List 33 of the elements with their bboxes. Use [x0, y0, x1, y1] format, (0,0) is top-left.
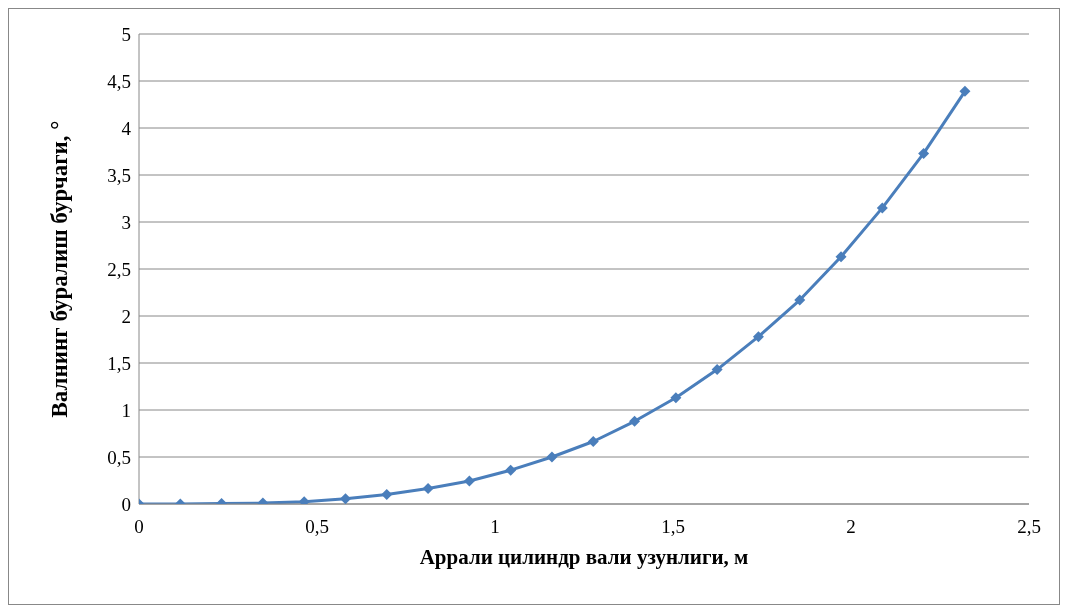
y-tick-label: 3: [121, 211, 131, 233]
point: [711, 364, 723, 376]
point: [587, 435, 599, 447]
point: [505, 464, 517, 476]
point: [463, 475, 475, 487]
point: [835, 251, 847, 263]
y-tick-label: 0: [121, 493, 131, 515]
point: [381, 489, 393, 501]
point: [752, 331, 764, 343]
y-axis-title: Валнинг буралиш бурчаги, °: [47, 120, 73, 418]
point: [876, 202, 888, 214]
y-tick-label: 4: [121, 117, 132, 139]
x-tick-label: 1,5: [661, 516, 685, 538]
y-tick-label: 2: [121, 305, 131, 327]
x-axis-title: Аррали цилиндр вали узунлиги, м: [419, 545, 749, 569]
point: [794, 294, 806, 306]
point: [670, 392, 682, 404]
y-tick-label: 1,5: [107, 352, 131, 374]
point: [918, 147, 930, 159]
y-tick-label: 0,5: [107, 446, 131, 468]
point: [422, 482, 434, 494]
x-tick-label: 0,5: [305, 516, 329, 538]
x-tick-label: 2,5: [1017, 516, 1041, 538]
x-tick-label: 1: [490, 516, 500, 538]
y-tick-label: 2,5: [107, 258, 131, 280]
point: [629, 415, 641, 427]
point: [546, 451, 558, 463]
x-tick-label: 2: [846, 516, 856, 538]
point: [959, 85, 971, 97]
y-tick-label: 1: [121, 399, 131, 421]
y-tick-label: 3,5: [107, 164, 131, 186]
y-tick-label: 5: [121, 23, 131, 45]
y-tick-label: 4,5: [107, 70, 131, 92]
